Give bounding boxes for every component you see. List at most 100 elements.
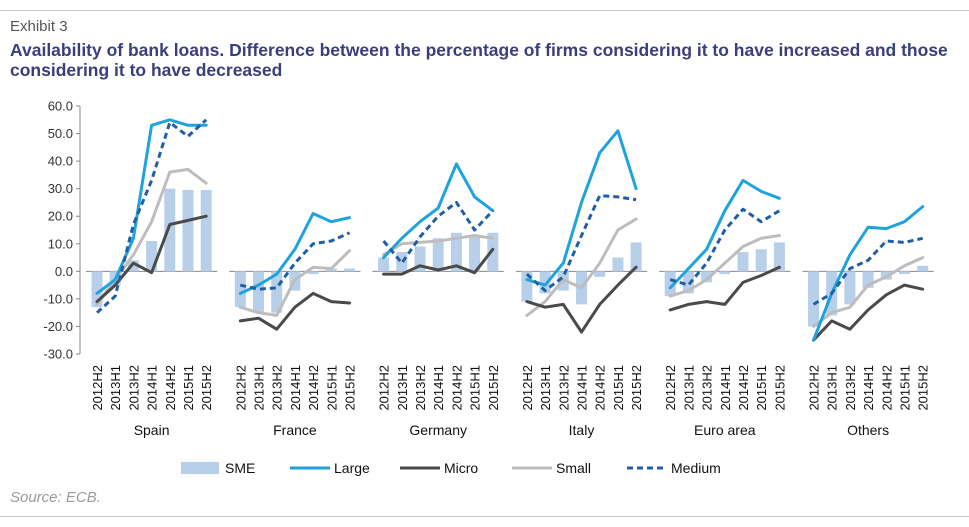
series-line-small — [382, 234, 495, 257]
bar-sme-others — [844, 271, 856, 305]
x-tick-label: 2014H1 — [861, 365, 876, 411]
series-line-micro — [668, 265, 781, 312]
y-tick-label: 0.0 — [55, 264, 73, 279]
x-tick-label: 2013H2 — [556, 365, 571, 411]
bar-sme-italy — [521, 271, 533, 302]
top-rule — [0, 10, 969, 11]
x-tick-label: 2013H2 — [700, 365, 715, 411]
series-line-micro — [525, 265, 638, 334]
bar-sme-others — [899, 271, 910, 275]
bar-sme-germany — [450, 232, 462, 272]
bar-sme-france — [344, 268, 355, 272]
bar-sme-germany — [414, 246, 426, 272]
series-line-large — [238, 212, 351, 295]
x-tick-label: 2014H2 — [163, 365, 178, 411]
series-line-medium — [382, 200, 494, 265]
bar-sme-germany — [396, 252, 408, 272]
bar-sme-spain — [182, 190, 194, 272]
x-tick-label: 2012H2 — [663, 365, 678, 411]
series-line-micro — [382, 247, 495, 276]
x-tick-label: 2014H2 — [736, 365, 751, 411]
x-tick-label: 2013H1 — [825, 365, 840, 411]
x-tick-label: 2013H2 — [413, 365, 428, 411]
x-tick-label: 2013H2 — [843, 365, 858, 411]
bar-sme-germany — [432, 238, 444, 272]
series-line-medium — [525, 194, 637, 293]
x-tick-label: 2012H2 — [377, 365, 392, 411]
x-tick-label: 2014H1 — [575, 365, 590, 411]
y-tick-label: -10.0 — [43, 291, 73, 306]
y-tick-label: -30.0 — [43, 347, 73, 362]
legend-label-small: Small — [556, 460, 591, 476]
x-tick-label: 2015H1 — [181, 365, 196, 411]
legend-swatch-sme — [181, 462, 219, 474]
x-tick-label: 2015H1 — [898, 365, 913, 411]
x-tick-label: 2013H1 — [252, 365, 267, 411]
series-line-micro — [238, 291, 351, 331]
y-tick-label: 40.0 — [48, 154, 73, 169]
bar-sme-france — [307, 271, 319, 275]
x-tick-label: 2015H1 — [468, 365, 483, 411]
x-tick-label: 2012H2 — [233, 365, 248, 411]
x-tick-label: 2012H2 — [90, 365, 105, 411]
legend-label-sme: SME — [225, 460, 255, 476]
x-tick-label: 2014H1 — [718, 365, 733, 411]
y-tick-label: 10.0 — [48, 236, 73, 251]
x-tick-label: 2015H1 — [754, 365, 769, 411]
bar-sme-others — [808, 271, 819, 327]
series-line-medium — [669, 207, 781, 287]
bar-sme-germany — [378, 257, 390, 272]
bar-sme-italy — [630, 242, 642, 272]
source-note: Source: ECB. — [10, 489, 101, 506]
x-tick-label: 2013H2 — [270, 365, 285, 411]
series-line-micro — [812, 283, 925, 342]
series-line-micro — [95, 214, 208, 304]
bar-sme-euro-area — [755, 249, 767, 272]
bar-sme-france — [234, 271, 246, 308]
bar-sme-euro-area — [682, 271, 694, 294]
x-tick-label: 2015H1 — [611, 365, 626, 411]
x-tick-label: 2014H2 — [879, 365, 894, 411]
bar-sme-spain — [127, 260, 139, 272]
series-line-large — [382, 162, 495, 260]
x-tick-label: 2013H1 — [538, 365, 553, 411]
x-tick-label: 2013H1 — [108, 365, 123, 411]
bar-sme-euro-area — [737, 252, 749, 272]
series-line-small — [525, 217, 638, 317]
bar-sme-others — [917, 265, 929, 272]
bar-sme-others — [862, 271, 874, 288]
bar-sme-italy — [539, 271, 551, 294]
series-line-large — [525, 129, 638, 287]
bar-sme-france — [253, 271, 264, 313]
group-label: Euro area — [694, 422, 756, 438]
group-label: Italy — [569, 422, 595, 438]
chart-title: Availability of bank loans. Difference b… — [10, 40, 948, 80]
series-line-medium — [812, 236, 924, 306]
series-line-small — [238, 249, 351, 317]
series-line-small — [668, 234, 781, 298]
bar-sme-spain — [146, 241, 158, 272]
x-tick-label: 2015H2 — [486, 365, 501, 411]
bar-sme-euro-area — [773, 242, 785, 272]
chart-area: -30.0 -20.0 -10.0 0.0 10.0 20.0 30.0 40.0 50.0 60… — [43, 99, 934, 476]
x-tick-label: 2012H2 — [520, 365, 535, 411]
x-tick-label: 2015H2 — [629, 365, 644, 411]
legend-label-large: Large — [334, 460, 370, 476]
bar-sme-spain — [164, 188, 176, 272]
y-tick-label: 60.0 — [48, 99, 73, 114]
bar-sme-euro-area — [719, 271, 731, 275]
bar-sme-germany — [487, 232, 499, 272]
legend-label-medium: Medium — [671, 460, 721, 476]
x-tick-label: 2012H2 — [807, 365, 822, 411]
group-label: Spain — [134, 422, 170, 438]
x-tick-label: 2014H2 — [449, 365, 464, 411]
x-tick-label: 2013H1 — [395, 365, 410, 411]
group-label: Others — [847, 422, 889, 438]
bar-sme-france — [271, 271, 283, 313]
x-tick-label: 2015H2 — [199, 365, 214, 411]
x-tick-label: 2014H1 — [431, 365, 446, 411]
x-tick-label: 2014H1 — [288, 365, 303, 411]
series-line-small — [812, 256, 925, 328]
bar-sme-spain — [200, 190, 212, 272]
bar-sme-euro-area — [664, 271, 676, 297]
